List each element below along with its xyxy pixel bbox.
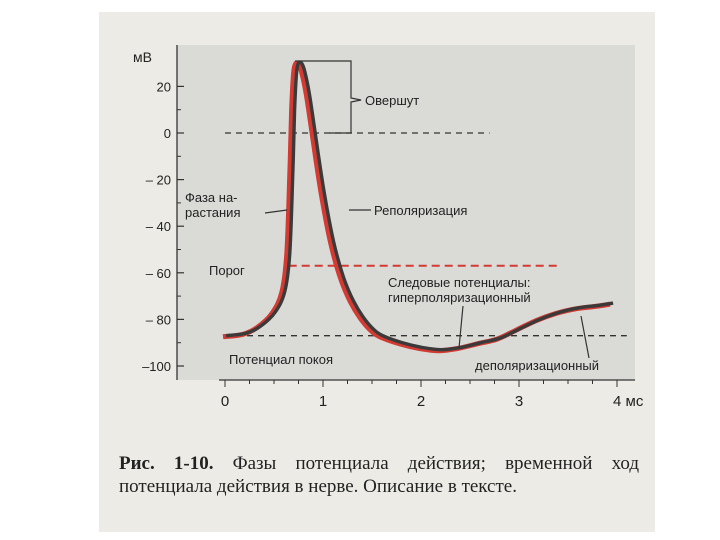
y-tick-label: 0 bbox=[164, 126, 171, 141]
caption-text: Фазы потенциала действия; временной ход … bbox=[119, 453, 639, 497]
x-tick-label: 4 мс bbox=[613, 393, 644, 410]
action-potential-curve bbox=[225, 60, 614, 352]
figure-caption: Рис. 1-10. Фазы потенциала действия; вре… bbox=[119, 452, 639, 498]
repolarization-label: Реполяризация bbox=[374, 203, 467, 218]
overshoot-bracket bbox=[295, 60, 362, 134]
x-tick-label: 1 bbox=[319, 393, 327, 410]
rising-phase-pointer bbox=[264, 209, 288, 214]
depolarizing-pointer bbox=[580, 315, 590, 359]
y-axis-unit-label: мВ bbox=[133, 49, 152, 65]
plot-area bbox=[177, 45, 635, 380]
x-tick-label: 2 bbox=[417, 393, 425, 410]
figure-page: мВ 20 0 – 20 – 40 – 60 – 80 –100 0 1 2 3 4 мс Овершу… bbox=[99, 12, 655, 532]
y-tick-label: –100 bbox=[142, 359, 171, 374]
hyperpolarizing-label: гиперполяризационный bbox=[388, 290, 531, 305]
y-tick-label: – 40 bbox=[146, 219, 171, 234]
x-tick-label: 0 bbox=[221, 393, 229, 410]
y-tick-label: 20 bbox=[157, 79, 171, 94]
y-tick-label: – 80 bbox=[146, 312, 171, 327]
y-tick-label: – 60 bbox=[146, 266, 171, 281]
resting-potential-label: Потенциал покоя bbox=[229, 352, 333, 367]
rising-phase-label-line2: растания bbox=[185, 205, 240, 220]
overshoot-label: Овершут bbox=[365, 93, 419, 108]
hyperpolarizing-pointer bbox=[458, 305, 464, 349]
caption-label: Рис. 1-10. bbox=[119, 453, 214, 474]
threshold-label: Порог bbox=[209, 263, 245, 278]
rising-phase-label-line1: Фаза на- bbox=[185, 190, 238, 205]
action-potential-chart: мВ 20 0 – 20 – 40 – 60 – 80 –100 0 1 2 3 4 мс Овершу… bbox=[133, 45, 644, 410]
y-tick-label: – 20 bbox=[146, 173, 171, 188]
depolarizing-label: деполяризационный bbox=[475, 358, 599, 373]
trace-potentials-label: Следовые потенциалы: bbox=[388, 275, 531, 290]
x-tick-label: 3 bbox=[515, 393, 523, 410]
